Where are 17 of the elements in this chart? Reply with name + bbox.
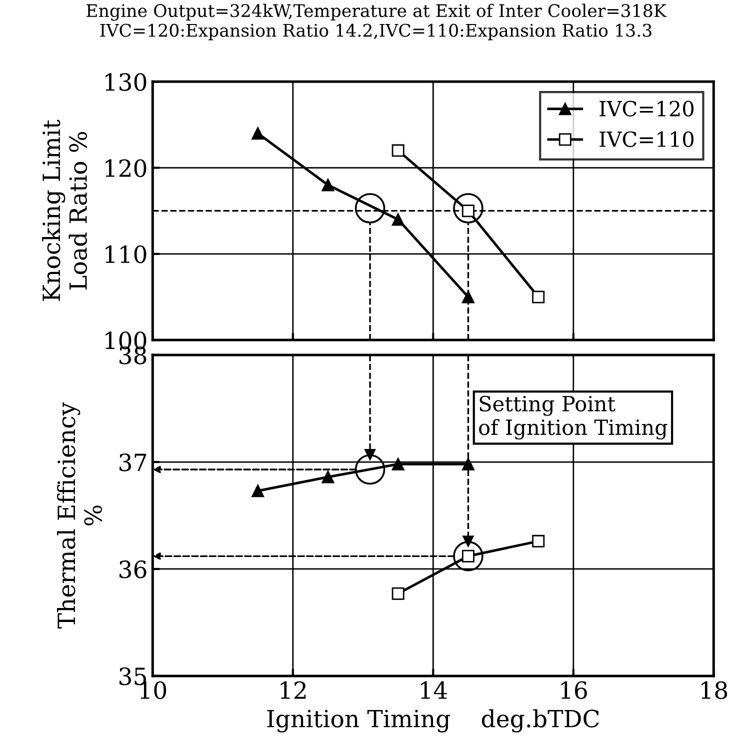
y-tick-label: 36 (120, 560, 146, 578)
x-tick-label: 12 (280, 681, 306, 699)
y-tick-label: 37 (120, 453, 146, 472)
x-tick-label: 18 (702, 681, 728, 700)
x-axis-title: Ignition Timing deg.bTDC (267, 709, 599, 732)
chart-title: Engine Output=324kW,Temperature at Exit of Inter Cooler=318K (86, 4, 667, 21)
x-tick-label: 16 (561, 681, 587, 700)
x-tick-label: 14 (421, 681, 447, 699)
y-axis-title: Knocking Limit Load Ratio % (42, 120, 88, 301)
chart-subtitle: IVC=120:Expansion Ratio 14.2,IVC=110:Expansion Ratio 13.3 (100, 24, 652, 40)
annotation: Setting Point of Ignition Timing (479, 396, 668, 440)
legend-label: IVC=110 (600, 131, 694, 148)
y-tick-label: 120 (106, 159, 146, 178)
legend-label: IVC=120 (600, 100, 694, 117)
y-tick-label: 130 (106, 73, 146, 91)
y-axis-title: Thermal Efficiency % (57, 402, 102, 629)
y-tick-label: 110 (106, 245, 146, 264)
